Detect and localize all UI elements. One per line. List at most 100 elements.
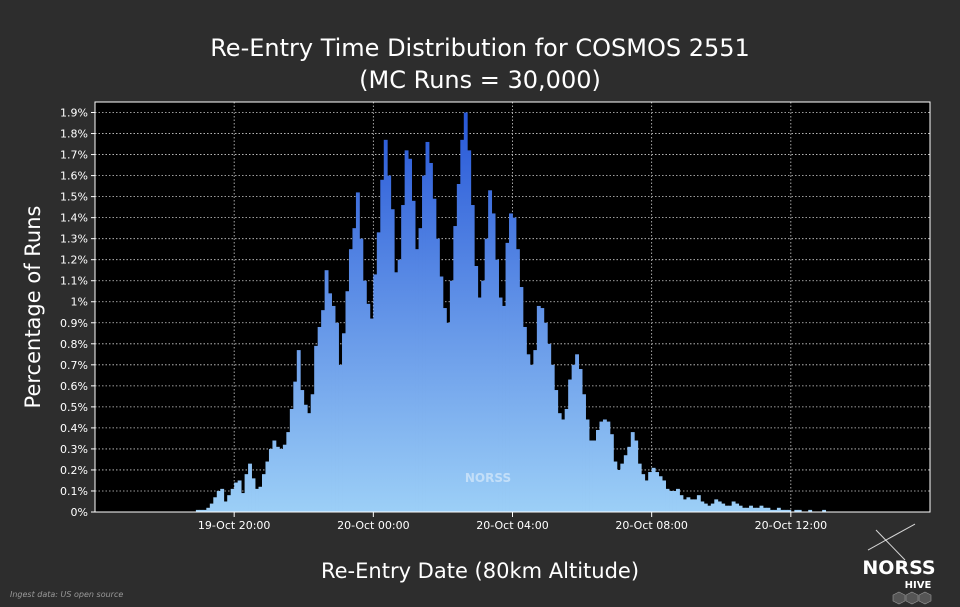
histogram-bar	[216, 490, 221, 512]
y-tick-label: 1%	[71, 296, 88, 309]
histogram-bar	[686, 497, 691, 512]
histogram-bar	[481, 280, 486, 512]
histogram-bar	[272, 440, 277, 512]
histogram-bar	[822, 509, 827, 512]
histogram-bar	[331, 305, 336, 512]
histogram-bar	[230, 488, 235, 512]
y-tick-label: 0.8%	[60, 338, 88, 351]
histogram-bar	[717, 501, 722, 512]
histogram-bar	[589, 440, 593, 512]
histogram-bar	[195, 509, 200, 512]
histogram-bar	[655, 472, 660, 512]
histogram-bar	[463, 112, 468, 512]
histogram-bar	[397, 259, 402, 512]
histogram-bar	[328, 293, 332, 512]
histogram-bar	[456, 184, 461, 512]
histogram-bar	[564, 408, 569, 512]
histogram-bar	[696, 495, 701, 512]
histogram-bar	[300, 390, 305, 512]
histogram-bar	[623, 455, 628, 512]
y-tick-label: 1.5%	[60, 191, 88, 204]
histogram-bar	[449, 280, 454, 512]
y-tick-label: 1.4%	[60, 212, 88, 225]
histogram-bar	[710, 503, 715, 512]
hex-icon	[892, 591, 906, 605]
histogram-bar	[561, 419, 566, 512]
histogram-bar	[369, 318, 374, 512]
y-axis-ticks: 0% 0.1% 0.2% 0.3% 0.4% 0.5% 0.6% 0.7% 0.8% 0.9% 1%…	[60, 107, 95, 519]
histogram-bar	[783, 509, 788, 512]
histogram-bar	[324, 270, 329, 512]
histogram-bar	[359, 238, 364, 512]
histogram-bar	[769, 509, 774, 512]
histogram-bar	[721, 503, 726, 512]
histogram-bar	[279, 448, 284, 512]
histogram-bar	[679, 495, 684, 512]
histogram-bar	[355, 192, 360, 512]
histogram-bar	[366, 303, 371, 512]
histogram-bar	[752, 507, 757, 512]
y-tick-label: 0.5%	[60, 401, 88, 414]
histogram-bar	[724, 505, 729, 512]
x-tick-label: 20-Oct 08:00	[615, 519, 688, 532]
x-tick-label: 19-Oct 20:00	[198, 519, 271, 532]
histogram-bar	[641, 474, 646, 512]
histogram-bars	[195, 112, 827, 513]
x-tick-label: 20-Oct 12:00	[755, 519, 828, 532]
y-tick-label: 0.1%	[60, 485, 88, 498]
histogram-bar	[707, 505, 712, 512]
histogram-bar	[651, 467, 656, 512]
histogram-bar	[766, 507, 771, 512]
y-tick-label: 0.6%	[60, 380, 88, 393]
histogram-bar	[383, 139, 388, 512]
histogram-bar	[543, 322, 548, 512]
histogram-bar	[742, 507, 747, 512]
histogram-bar	[627, 446, 632, 512]
histogram-bar	[310, 394, 315, 512]
histogram-bar	[223, 501, 228, 512]
histogram-bar	[689, 499, 694, 512]
histogram-bar	[745, 507, 750, 512]
histogram-bar	[373, 274, 378, 512]
y-tick-label: 1.2%	[60, 254, 88, 267]
histogram-bar	[644, 480, 649, 512]
histogram-bar	[289, 408, 294, 512]
histogram-bar	[763, 507, 767, 512]
histogram-bar	[404, 150, 409, 512]
histogram-bar	[536, 305, 541, 512]
histogram-bar	[676, 488, 680, 512]
histogram-bar	[296, 350, 301, 512]
histogram-bar	[484, 238, 489, 512]
histogram-bar	[199, 509, 204, 512]
histogram-bar	[380, 179, 385, 513]
histogram-bar	[248, 463, 252, 512]
histogram-bar	[275, 446, 280, 512]
histogram-bar	[526, 354, 531, 512]
histogram-bar	[429, 162, 433, 512]
histogram-bar	[616, 469, 621, 512]
histogram-bar	[387, 175, 392, 513]
histogram-bar	[703, 503, 708, 512]
histogram-bar	[422, 175, 426, 513]
histogram-bar	[637, 463, 642, 512]
logo-text-hive: HIVE	[905, 580, 932, 591]
histogram-bar	[648, 472, 653, 512]
histogram-bar	[773, 509, 778, 512]
histogram-bar	[335, 322, 339, 512]
histogram-bar	[244, 474, 249, 512]
logo-star-line	[867, 523, 916, 551]
histogram-bar	[442, 308, 447, 512]
x-axis-ticks: 19-Oct 20:00 20-Oct 00:00 20-Oct 04:00 20-O…	[198, 512, 827, 532]
histogram-bar	[376, 232, 381, 512]
histogram-bar	[425, 141, 430, 512]
histogram-bar	[554, 390, 559, 512]
histogram-bar	[439, 276, 444, 512]
histogram-bar	[234, 482, 239, 512]
histogram-bar	[268, 448, 273, 512]
histogram-bar	[502, 305, 506, 512]
histogram-bar	[411, 200, 416, 513]
histogram-bar	[453, 226, 458, 513]
histogram-bar	[213, 497, 218, 512]
histogram-bar	[756, 507, 760, 512]
